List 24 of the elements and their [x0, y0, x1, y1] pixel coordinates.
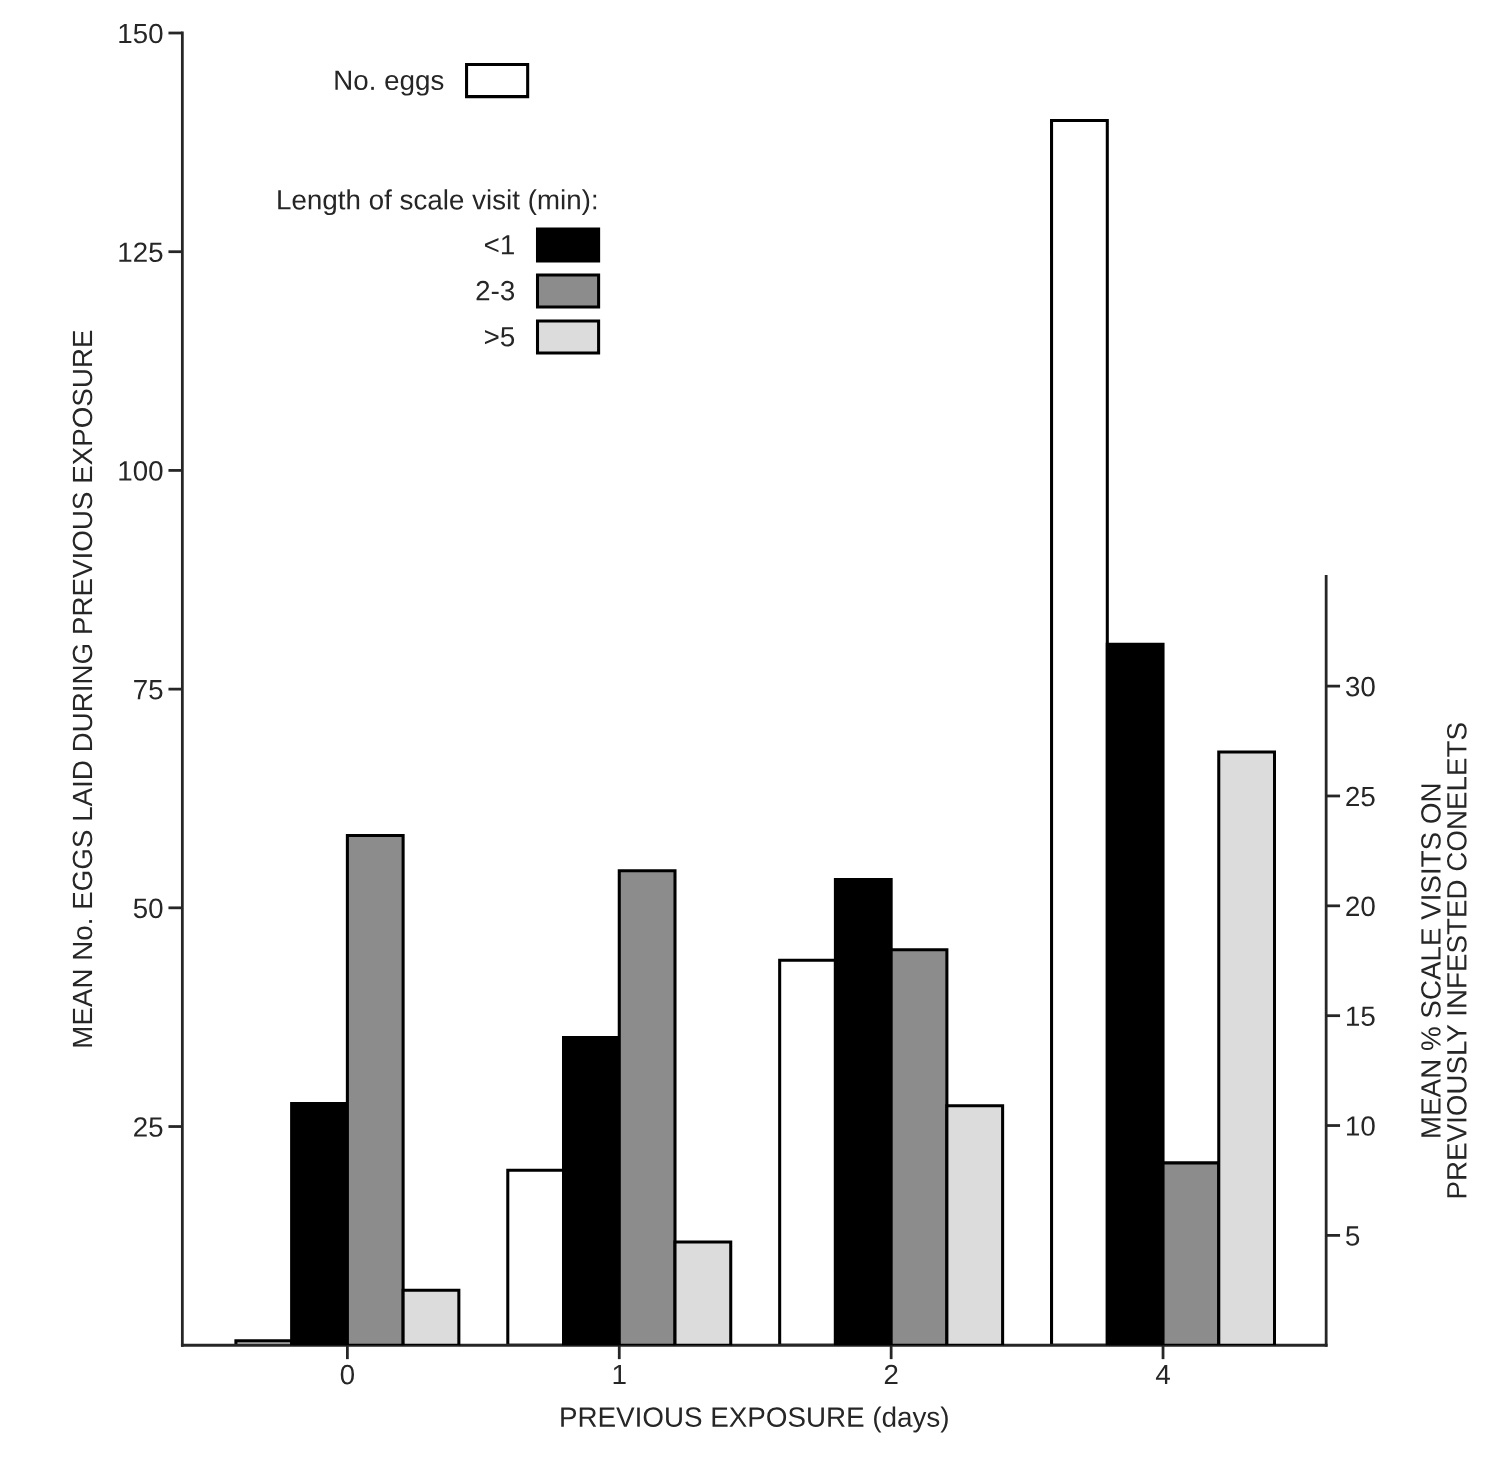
legend-title: Length of scale visit (min): [278, 189, 597, 216]
x-tick-label: 4 [1155, 1365, 1170, 1385]
x-tick-label: 2 [884, 1364, 898, 1385]
legend-label: 2-3 [476, 280, 515, 301]
legend-label: <1 [484, 235, 514, 255]
x-axis-title: PREVIOUS EXPOSURE (days) [561, 1406, 948, 1433]
y2-tick-label: 25 [1346, 786, 1375, 807]
y-tick-label: 150 [119, 23, 163, 44]
y2-tick-label: 30 [1345, 676, 1375, 697]
y-tick-label: 50 [133, 898, 163, 919]
y-tick-label: 25 [134, 1117, 163, 1137]
y-tick-label: 125 [119, 242, 163, 263]
x-tick-label: 1 [613, 1365, 626, 1385]
y2-tick-label: 10 [1347, 1116, 1375, 1136]
y-axis-title: MEAN No. EGGS LAID DURING PREVIOUS EXPOSURE [72, 330, 93, 1047]
y2-axis-title: MEAN % SCALE VISITS ON PREVIOUSLY INFESTED CONELETS [1421, 723, 1467, 1198]
legend-label: >5 [484, 327, 515, 347]
legend-label: No. eggs [335, 70, 444, 96]
y2-tick-label: 15 [1347, 1006, 1375, 1027]
y2-tick-label: 20 [1346, 896, 1375, 917]
x-tick-label: 0 [340, 1364, 355, 1385]
y-tick-label: 100 [119, 461, 163, 481]
y2-tick-label: 5 [1346, 1226, 1360, 1246]
y-tick-label: 75 [134, 680, 163, 700]
